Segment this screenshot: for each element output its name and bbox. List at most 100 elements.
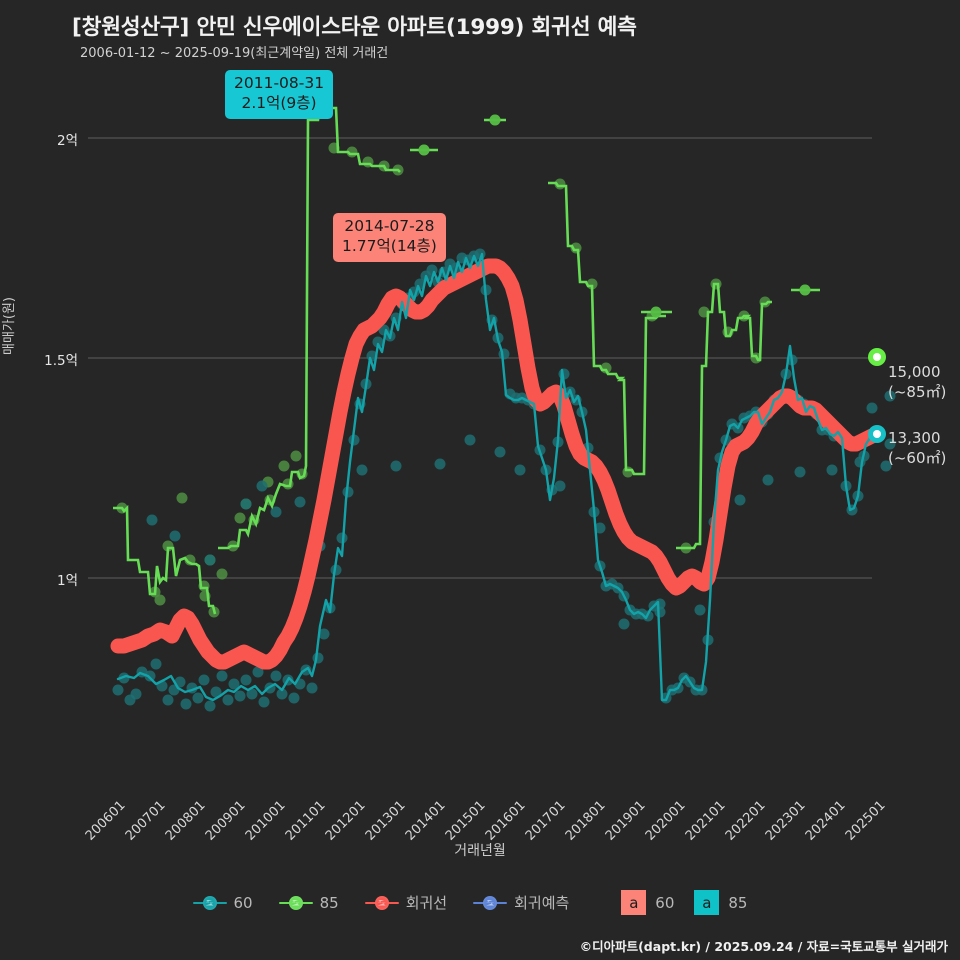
endpoint-area: (~60㎡)	[888, 449, 947, 468]
series-line-85	[676, 282, 772, 550]
scatter-point-60	[794, 466, 806, 478]
scatter-point-60	[204, 700, 216, 712]
scatter-point-60	[654, 606, 666, 618]
scatter-point-60	[228, 678, 240, 690]
scatter-point-60	[318, 628, 330, 640]
scatter-point-60	[372, 336, 384, 348]
scatter-point-60	[826, 464, 838, 476]
scatter-point-60	[270, 506, 282, 518]
series-line-regression	[110, 258, 884, 670]
scatter-point-85	[799, 284, 811, 296]
scatter-point-85	[418, 144, 430, 156]
legend-marker-icon	[278, 895, 313, 911]
scatter-point-85	[216, 568, 228, 580]
legend-marker-icon	[364, 895, 399, 911]
scatter-point-60	[130, 688, 142, 700]
endpoint-value: 13,300	[888, 429, 941, 447]
scatter-point-85	[154, 594, 166, 606]
series-line-60	[116, 252, 879, 702]
legend-label: 60	[233, 893, 253, 912]
legend-badge-60[interactable]: a	[621, 890, 647, 915]
x-axis-title: 거래년월	[454, 843, 506, 859]
scatter-point-60	[169, 530, 181, 542]
series-line-85	[638, 314, 666, 476]
chart-legend: 60 85 회귀선 회귀예측 a 60 a 85	[0, 890, 960, 915]
scatter-point-60	[162, 694, 174, 706]
scatter-point-60	[514, 464, 526, 476]
scatter-point-60	[146, 514, 158, 526]
endpoint-label-end-60: 13,300 (~60㎡)	[888, 428, 946, 469]
scatter-point-60	[554, 480, 566, 492]
legend-series-regression-forecast[interactable]: 회귀예측	[473, 892, 569, 913]
legend-label: 85	[319, 893, 339, 912]
scatter-point-60	[294, 496, 306, 508]
scatter-point-60	[734, 494, 746, 506]
scatter-point-60	[240, 498, 252, 510]
scatter-point-60	[180, 698, 192, 710]
scatter-point-60	[112, 684, 124, 696]
scatter-point-60	[150, 658, 162, 670]
scatter-point-60	[270, 670, 282, 682]
legend-marker-icon	[473, 895, 508, 911]
scatter-point-85	[290, 450, 302, 462]
series-line-85	[548, 181, 612, 376]
scatter-point-60	[288, 692, 300, 704]
scatter-point-60	[884, 390, 896, 402]
scatter-point-60	[210, 686, 222, 698]
annotation-value: 1.77억(14층)	[342, 236, 437, 255]
scatter-point-60	[256, 480, 268, 492]
scatter-point-85	[489, 114, 501, 126]
annotation-peak-85: 2011-08-31 2.1억(9층)	[225, 70, 334, 119]
scatter-point-60	[312, 652, 324, 664]
scatter-point-60	[276, 688, 288, 700]
scatter-point-85	[234, 512, 246, 524]
scatter-point-60	[252, 666, 264, 678]
scatter-point-60	[884, 438, 896, 450]
series-line-85	[218, 104, 401, 550]
scatter-point-60	[762, 474, 774, 486]
y-axis-tick-0: 2억	[56, 133, 78, 149]
legend-series-regression[interactable]: 회귀선	[364, 892, 448, 913]
scatter-point-60	[694, 604, 706, 616]
annotation-date: 2011-08-31	[234, 74, 325, 92]
y-axis-tick-1: 1.5억	[44, 353, 78, 369]
legend-badge-label: 60	[655, 893, 675, 912]
scatter-point-60	[866, 402, 878, 414]
endpoint-label-end-85: 15,000 (~85㎡)	[888, 362, 946, 403]
scatter-point-85	[176, 492, 188, 504]
annotation-date: 2014-07-28	[344, 217, 435, 235]
scatter-point-60	[390, 460, 402, 472]
scatter-point-60	[192, 692, 204, 704]
y-axis-tick-2: 1억	[56, 573, 78, 589]
scatter-point-60	[246, 688, 258, 700]
scatter-point-60	[594, 522, 606, 534]
scatter-point-60	[258, 696, 270, 708]
scatter-point-60	[618, 618, 630, 630]
chart-title: [창원성산구] 안민 신우에이스타운 아파트(1999) 회귀선 예측	[72, 15, 637, 40]
scatter-point-60	[464, 434, 476, 446]
legend-series-60[interactable]: 60	[192, 893, 253, 912]
scatter-point-60	[880, 460, 892, 472]
legend-marker-icon	[192, 895, 227, 911]
endpoint-area: (~85㎡)	[888, 383, 947, 402]
scatter-point-60	[216, 670, 228, 682]
legend-series-85[interactable]: 85	[278, 893, 339, 912]
scatter-point-60	[494, 446, 506, 458]
scatter-point-60	[356, 464, 368, 476]
annotation-value: 2.1억(9층)	[241, 93, 317, 112]
scatter-point-60	[204, 554, 216, 566]
legend-label: 회귀선	[405, 894, 448, 912]
legend-badge-85[interactable]: a	[694, 890, 720, 915]
y-axis-title: 매매가(원)	[2, 297, 17, 355]
scatter-point-60	[240, 674, 252, 686]
legend-badge-label: 85	[728, 893, 748, 912]
scatter-point-60	[222, 694, 234, 706]
scatter-point-60	[144, 670, 156, 682]
scatter-point-60	[198, 674, 210, 686]
footer-credit: ©디아파트(dapt.kr) / 2025.09.24 / 자료=국토교통부 실…	[579, 939, 948, 954]
scatter-point-85	[278, 460, 290, 472]
endpoint-marker-85-core	[873, 353, 881, 361]
scatter-point-60	[336, 532, 348, 544]
